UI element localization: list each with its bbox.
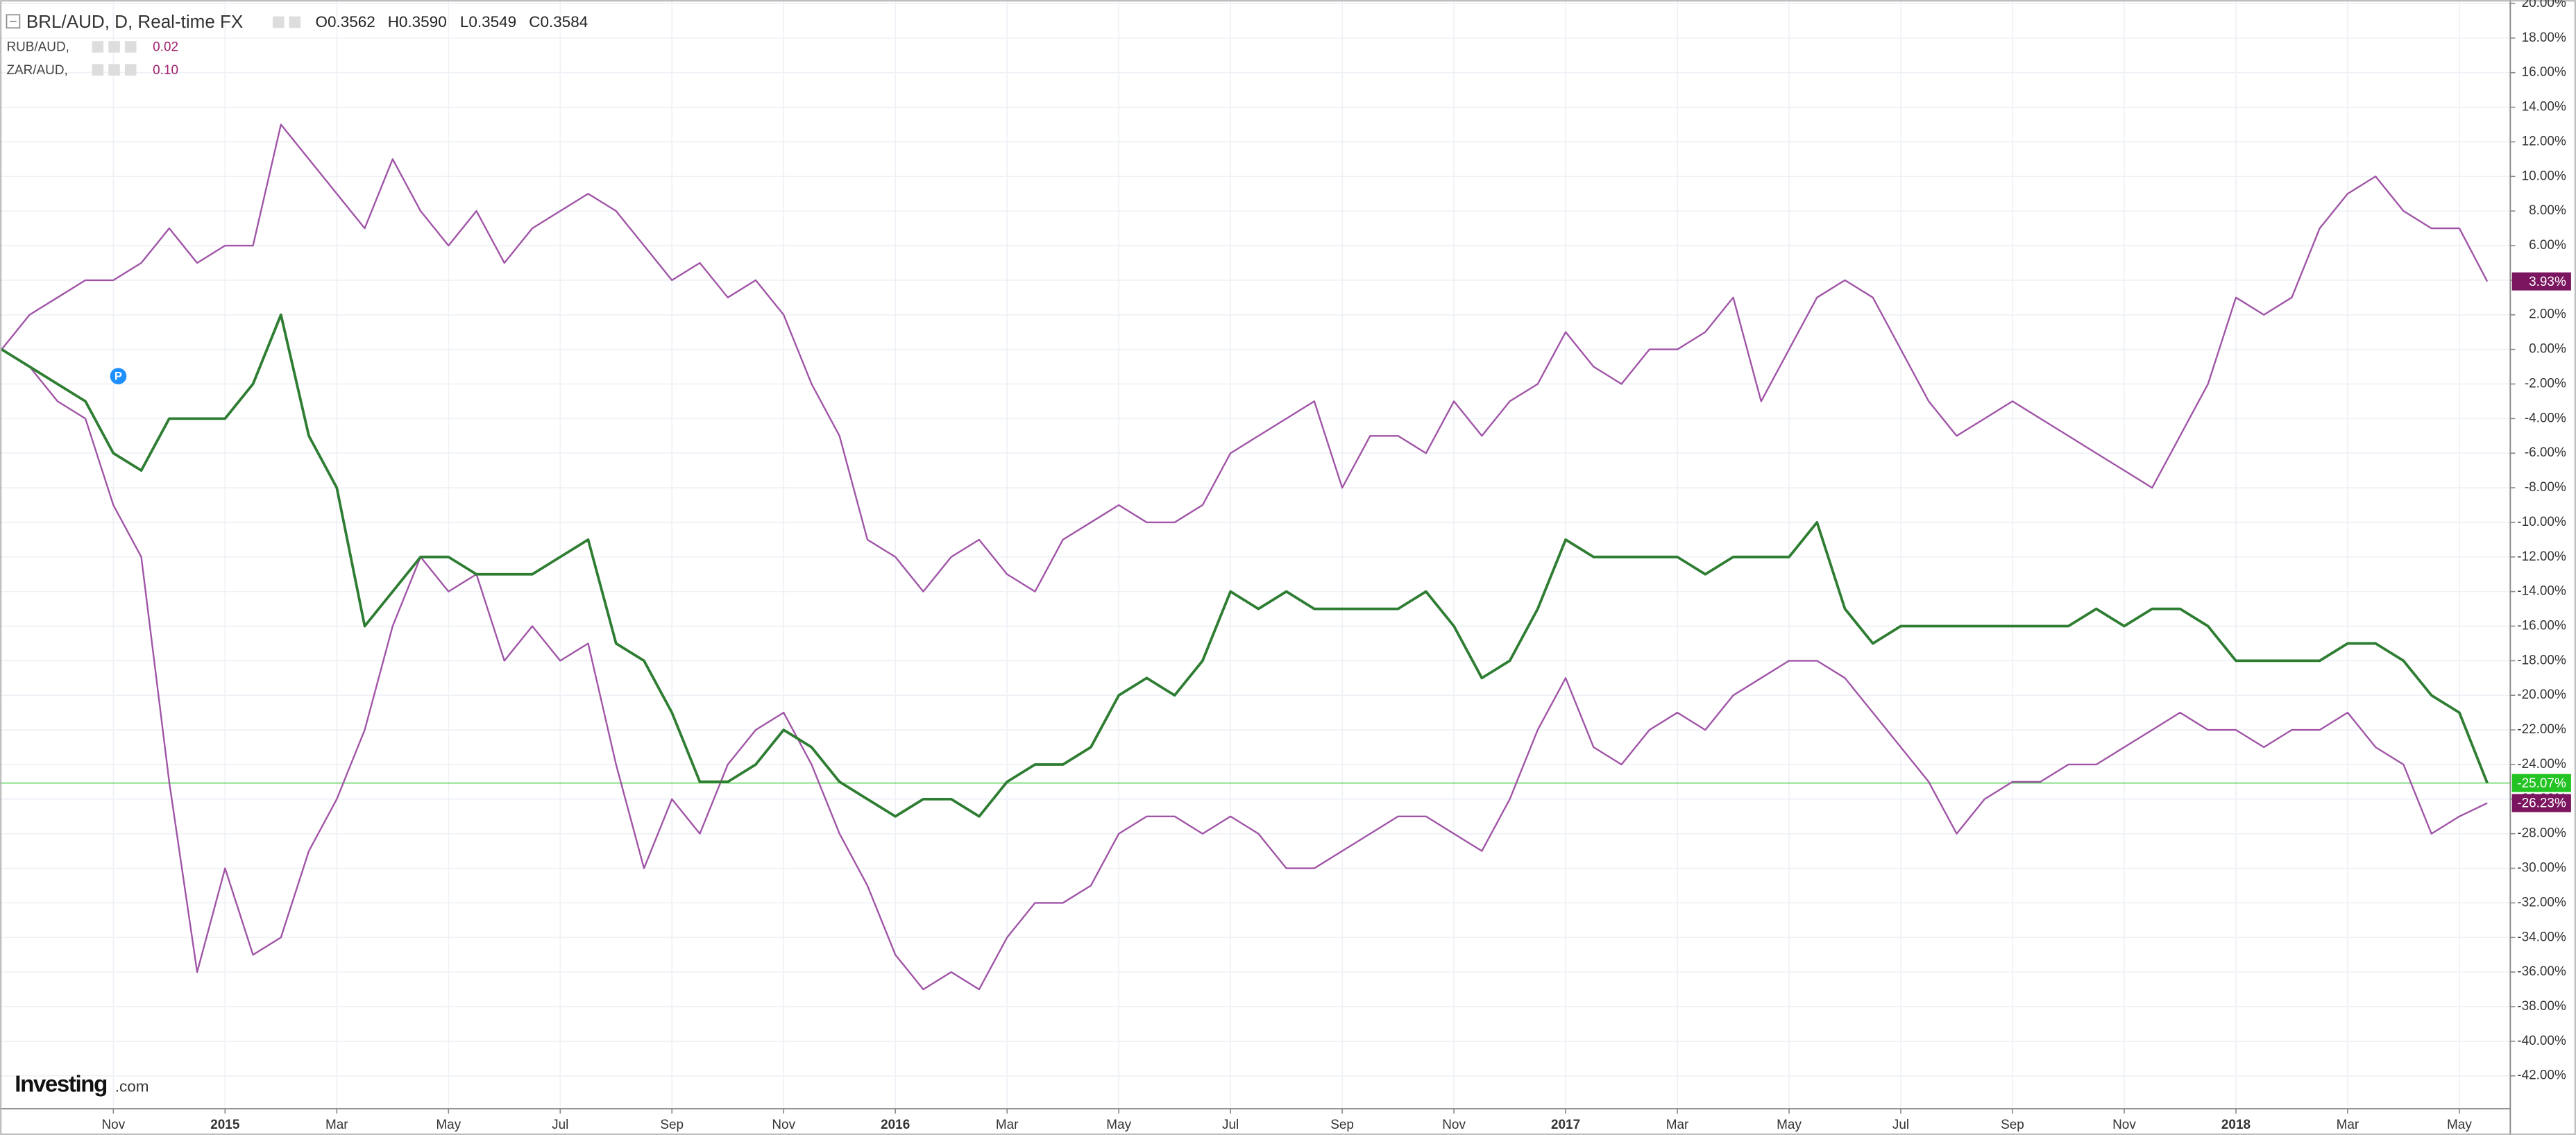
y-tick-label: 20.00%: [2522, 0, 2566, 10]
plot: [0, 123, 2511, 991]
y-tick-label: 0.00%: [2529, 342, 2566, 357]
x-tick-label: 2015: [210, 1118, 239, 1132]
icon[interactable]: [124, 64, 137, 76]
x-tick-label: 2017: [1551, 1118, 1580, 1132]
series-name: ZAR/AUD,: [6, 63, 67, 78]
y-tick-label: 6.00%: [2529, 238, 2566, 253]
y-tick-label: -36.00%: [2517, 964, 2566, 979]
last-value-label: -26.23%: [2517, 796, 2566, 811]
x-tick-label: Mar: [996, 1118, 1019, 1132]
last-value-label: -25.07%: [2517, 776, 2566, 791]
y-tick-label: -8.00%: [2525, 480, 2566, 495]
logo-suffix: .com: [115, 1077, 149, 1095]
y-tick-label: -40.00%: [2517, 1034, 2566, 1048]
y-tick-label: -24.00%: [2517, 757, 2566, 771]
y-tick-label: -30.00%: [2517, 861, 2566, 876]
y-tick-label: -34.00%: [2517, 930, 2566, 944]
icon[interactable]: [108, 41, 120, 53]
collapse-icon[interactable]: [6, 14, 21, 29]
series-line: [1, 313, 2489, 818]
x-tick-label: Mar: [2337, 1118, 2359, 1132]
ohlc-close: C0.3584: [529, 13, 588, 31]
icon[interactable]: [92, 41, 104, 53]
hide-icon[interactable]: [289, 16, 301, 28]
last-value-tag: [2511, 794, 2571, 812]
x-tick-label: Jul: [1892, 1118, 1909, 1132]
y-tick-label: -18.00%: [2517, 653, 2566, 667]
x-tick-label: May: [1106, 1118, 1131, 1132]
y-tick-label: 12.00%: [2522, 134, 2566, 148]
series-value: 0.10: [153, 63, 178, 78]
x-tick-label: Nov: [102, 1118, 126, 1132]
x-tick-label: May: [2447, 1118, 2472, 1132]
y-tick-label: 16.00%: [2522, 65, 2566, 80]
y-tick-label: -38.00%: [2517, 999, 2566, 1014]
x-tick-label: Jul: [1222, 1118, 1239, 1132]
settings-icon[interactable]: [272, 16, 285, 28]
legend: BRL/AUD, D, Real-time FX O0.3562 H0.3590…: [6, 11, 588, 78]
x-tick-label: Sep: [1330, 1118, 1354, 1132]
ohlc-low: L0.3549: [460, 13, 516, 31]
y-tick-label: 8.00%: [2529, 203, 2566, 218]
y-tick-label: -6.00%: [2525, 445, 2566, 460]
y-tick-label: -42.00%: [2517, 1068, 2566, 1083]
last-value-tag: [2511, 272, 2571, 291]
ohlc-high: H0.3590: [388, 13, 447, 31]
logo: Investing: [15, 1072, 107, 1098]
x-tick-label: Mar: [325, 1118, 348, 1132]
y-tick-label: -14.00%: [2517, 584, 2566, 599]
y-tick-label: 10.00%: [2522, 169, 2566, 183]
x-tick-label: Mar: [1666, 1118, 1689, 1132]
y-tick-label: 2.00%: [2529, 307, 2566, 322]
ohlc-open: O0.3562: [316, 13, 375, 31]
x-tick-label: Nov: [2112, 1118, 2136, 1132]
event-marker[interactable]: [110, 368, 127, 385]
y-tick-label: 18.00%: [2522, 31, 2566, 45]
series-line: [1, 123, 2489, 592]
y-tick-label: -10.00%: [2517, 515, 2566, 529]
y-tick-label: -28.00%: [2517, 826, 2566, 841]
icon[interactable]: [108, 64, 120, 76]
x-tick-label: 2016: [881, 1118, 910, 1132]
x-tick-label: 2018: [2221, 1118, 2251, 1132]
y-tick-label: -16.00%: [2517, 619, 2566, 633]
y-tick-label: -20.00%: [2517, 688, 2566, 702]
x-tick-label: Sep: [660, 1118, 684, 1132]
y-tick-label: -22.00%: [2517, 722, 2566, 737]
series-name: RUB/AUD,: [6, 40, 69, 55]
icon[interactable]: [124, 41, 137, 53]
x-tick-label: May: [436, 1118, 461, 1132]
x-tick-label: May: [1777, 1118, 1802, 1132]
series-name: BRL/AUD, D, Real-time FX: [26, 11, 243, 32]
series-value: 0.02: [153, 40, 178, 55]
icon[interactable]: [92, 64, 104, 76]
y-tick-label: -4.00%: [2525, 411, 2566, 425]
series-line: [1, 348, 2488, 991]
x-tick-label: Nov: [772, 1118, 795, 1132]
x-tick-label: Nov: [1442, 1118, 1466, 1132]
last-value-label: 3.93%: [2529, 275, 2566, 289]
event-marker-letter: P: [115, 370, 122, 383]
x-tick-label: Jul: [552, 1118, 568, 1132]
y-tick-label: -2.00%: [2525, 376, 2566, 391]
y-tick-label: 14.00%: [2522, 100, 2566, 114]
last-value-tag: [2511, 774, 2571, 792]
x-tick-label: Sep: [2001, 1118, 2024, 1132]
y-tick-label: -12.00%: [2517, 549, 2566, 564]
y-tick-label: -32.00%: [2517, 895, 2566, 910]
